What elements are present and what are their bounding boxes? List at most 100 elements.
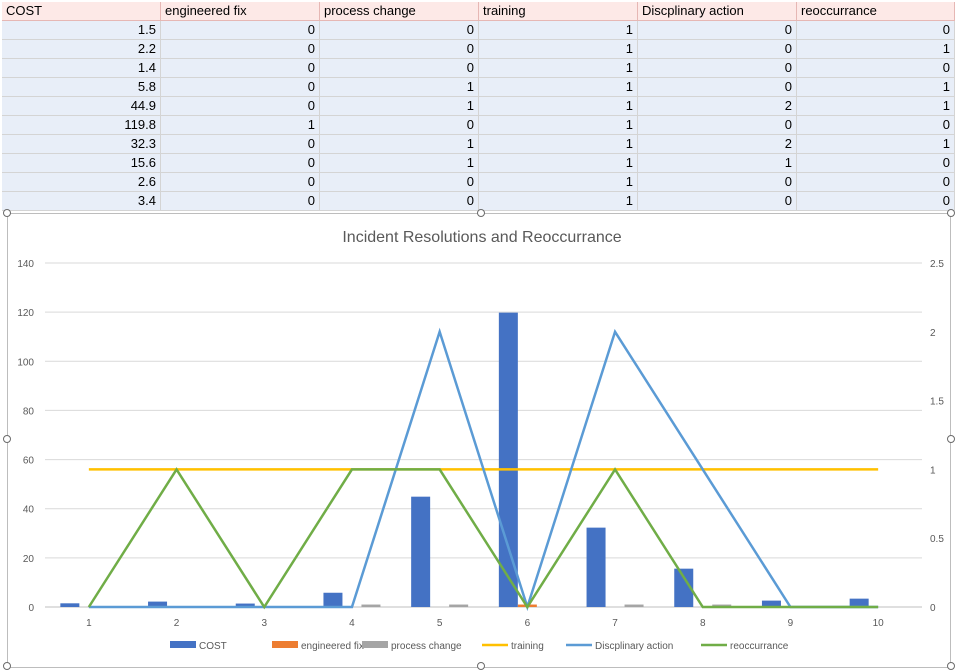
- x-tick-label: 1: [86, 618, 92, 629]
- chart-svg: Incident Resolutions and Reoccurrance 0 2…: [17, 229, 944, 652]
- table-cell[interactable]: 1: [320, 154, 479, 173]
- table-cell[interactable]: 1: [797, 97, 955, 116]
- table-cell[interactable]: 0: [320, 59, 479, 78]
- legend-swatch: [362, 641, 388, 648]
- resize-handle-middle-left[interactable]: [3, 435, 11, 443]
- table-cell[interactable]: 0: [161, 135, 320, 154]
- table-cell[interactable]: 119.8: [2, 116, 161, 135]
- table-cell[interactable]: 0: [638, 40, 797, 59]
- table-cell[interactable]: 1: [479, 59, 638, 78]
- header-cell[interactable]: process change: [320, 2, 479, 21]
- table-cell[interactable]: 0: [638, 116, 797, 135]
- table-cell[interactable]: 0: [161, 173, 320, 192]
- table-cell[interactable]: 1: [479, 135, 638, 154]
- table-cell[interactable]: 1: [320, 135, 479, 154]
- y-left-tick-label: 80: [23, 406, 35, 417]
- table-cell[interactable]: 0: [161, 154, 320, 173]
- table-cell[interactable]: 0: [797, 21, 955, 40]
- chart-title: Incident Resolutions and Reoccurrance: [342, 229, 621, 246]
- table-cell[interactable]: 1: [797, 135, 955, 154]
- resize-handle-bottom-left[interactable]: [3, 662, 11, 670]
- table-cell[interactable]: 1: [479, 21, 638, 40]
- table-cell[interactable]: 1.4: [2, 59, 161, 78]
- resize-handle-top-left[interactable]: [3, 209, 11, 217]
- table-cell[interactable]: 0: [797, 116, 955, 135]
- table-cell[interactable]: 44.9: [2, 97, 161, 116]
- header-row: COST engineered fix process change training…: [0, 2, 957, 21]
- table-cell[interactable]: 0: [161, 59, 320, 78]
- header-cell[interactable]: training: [479, 2, 638, 21]
- table-cell[interactable]: 0: [638, 78, 797, 97]
- bar: [60, 603, 80, 607]
- table-cell[interactable]: 0: [161, 40, 320, 59]
- x-tick-label: 3: [261, 618, 267, 629]
- table-cell[interactable]: 2.6: [2, 173, 161, 192]
- table-cell[interactable]: 1: [479, 78, 638, 97]
- header-cell[interactable]: reoccurrance: [797, 2, 955, 21]
- bar: [361, 604, 381, 607]
- table-cell[interactable]: 2: [638, 97, 797, 116]
- table-cell[interactable]: 0: [638, 173, 797, 192]
- table-cell[interactable]: 0: [320, 192, 479, 211]
- table-cell[interactable]: 1: [320, 97, 479, 116]
- header-cell[interactable]: Discplinary action: [638, 2, 797, 21]
- table-cell[interactable]: 1: [479, 173, 638, 192]
- resize-handle-top-center[interactable]: [477, 209, 485, 217]
- bar: [323, 592, 343, 607]
- table-cell[interactable]: 5.8: [2, 78, 161, 97]
- bar: [498, 312, 518, 607]
- header-cell[interactable]: COST: [2, 2, 161, 21]
- bar: [761, 600, 781, 607]
- table-cell[interactable]: 0: [161, 192, 320, 211]
- table-cell[interactable]: 3.4: [2, 192, 161, 211]
- table-cell[interactable]: 2: [638, 135, 797, 154]
- table-cell[interactable]: 1: [320, 78, 479, 97]
- table-cell[interactable]: 1.5: [2, 21, 161, 40]
- y-right-tick-label: 2: [930, 328, 936, 339]
- table-cell[interactable]: 0: [797, 59, 955, 78]
- table-cell[interactable]: 32.3: [2, 135, 161, 154]
- table-cell[interactable]: 1: [797, 40, 955, 59]
- table-row: 5.8 0 1 1 0 1: [0, 78, 957, 97]
- table-cell[interactable]: 15.6: [2, 154, 161, 173]
- table-cell[interactable]: 0: [797, 173, 955, 192]
- y-right-tick-label: 1: [930, 465, 936, 476]
- table-cell[interactable]: 1: [479, 97, 638, 116]
- table-cell[interactable]: 0: [320, 21, 479, 40]
- header-cell[interactable]: engineered fix: [161, 2, 320, 21]
- resize-handle-bottom-right[interactable]: [947, 662, 955, 670]
- resize-handle-top-right[interactable]: [947, 209, 955, 217]
- table-cell[interactable]: 0: [638, 192, 797, 211]
- bar: [586, 527, 606, 607]
- table-cell[interactable]: 1: [479, 154, 638, 173]
- table-cell[interactable]: 1: [638, 154, 797, 173]
- table-cell[interactable]: 0: [638, 59, 797, 78]
- legend-label: COST: [199, 641, 227, 652]
- table-cell[interactable]: 1: [479, 116, 638, 135]
- x-tick-label: 2: [174, 618, 180, 629]
- table-cell[interactable]: 1: [797, 78, 955, 97]
- table-cell[interactable]: 1: [479, 192, 638, 211]
- table-cell[interactable]: 0: [638, 21, 797, 40]
- y-left-tick-label: 40: [23, 505, 35, 516]
- resize-handle-middle-right[interactable]: [947, 435, 955, 443]
- table-cell[interactable]: 1: [161, 116, 320, 135]
- bar: [624, 604, 644, 607]
- table-cell[interactable]: 0: [320, 40, 479, 59]
- y-left-tick-label: 120: [17, 308, 34, 319]
- legend-label: process change: [391, 641, 462, 652]
- table-cell[interactable]: 0: [320, 173, 479, 192]
- table-row: 44.9 0 1 1 2 1: [0, 97, 957, 116]
- table-cell[interactable]: 0: [320, 116, 479, 135]
- table-cell[interactable]: 2.2: [2, 40, 161, 59]
- table-cell[interactable]: 0: [161, 97, 320, 116]
- table-cell[interactable]: 0: [161, 78, 320, 97]
- table-row: 2.2 0 0 1 0 1: [0, 40, 957, 59]
- table-cell[interactable]: 0: [161, 21, 320, 40]
- legend-swatch: [170, 641, 196, 648]
- resize-handle-bottom-center[interactable]: [477, 662, 485, 670]
- combo-chart[interactable]: Incident Resolutions and Reoccurrance 0 2…: [7, 213, 951, 668]
- table-cell[interactable]: 0: [797, 192, 955, 211]
- table-cell[interactable]: 0: [797, 154, 955, 173]
- table-cell[interactable]: 1: [479, 40, 638, 59]
